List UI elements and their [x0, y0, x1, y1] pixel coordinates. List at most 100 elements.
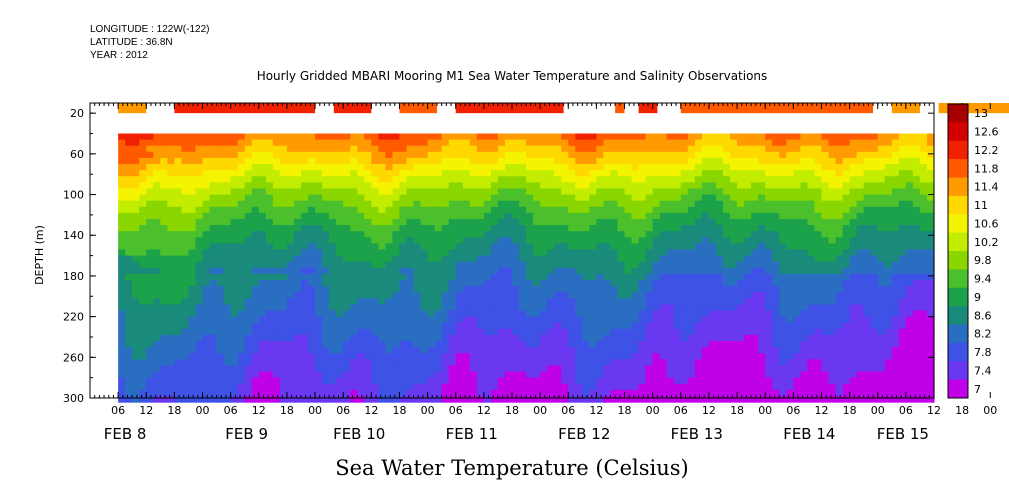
temp-cell: [680, 389, 689, 397]
temp-cell: [146, 353, 154, 360]
temp-cell: [357, 359, 365, 367]
temp-cell: [279, 341, 288, 348]
temp-cell: [575, 133, 583, 141]
temp-cell: [286, 292, 295, 299]
temp-cell: [751, 231, 759, 238]
temp-cell: [772, 341, 780, 348]
temp-cell: [399, 200, 408, 208]
temp-cell: [350, 182, 358, 190]
temp-cell: [779, 328, 787, 336]
temp-cell: [399, 157, 408, 165]
temp-cell: [406, 261, 415, 269]
temp-cell: [237, 316, 246, 324]
temp-cell: [526, 176, 534, 183]
temp-cell: [371, 389, 379, 397]
temp-cell: [905, 133, 914, 141]
temp-cell: [786, 212, 794, 220]
temp-cell: [230, 322, 239, 330]
temp-cell: [751, 237, 759, 244]
temp-cell: [216, 249, 225, 257]
temp-cell: [504, 139, 513, 147]
temp-cell: [723, 322, 731, 330]
temp-cell: [441, 164, 450, 171]
temp-cell: [293, 194, 302, 202]
temp-cell: [526, 377, 534, 385]
temp-cell: [350, 377, 358, 385]
temp-cell: [378, 304, 386, 312]
temp-cell: [427, 212, 436, 220]
temp-cell: [800, 139, 808, 147]
temp-cell: [441, 231, 450, 238]
temp-cell: [476, 341, 485, 348]
temp-cell: [350, 365, 358, 373]
temp-cell: [652, 151, 661, 159]
temp-cell: [146, 237, 154, 244]
temp-cell: [153, 164, 161, 171]
temp-cell: [434, 164, 443, 171]
temp-cell: [617, 280, 626, 287]
temp-cell: [385, 395, 394, 403]
temp-cell: [575, 389, 583, 397]
temp-cell: [638, 212, 647, 220]
temp-cell: [582, 212, 590, 220]
temp-cell: [842, 328, 851, 336]
temp-cell: [448, 286, 457, 293]
temp-cell: [413, 371, 422, 379]
temp-cell: [167, 273, 175, 281]
temp-cell: [188, 389, 197, 397]
temp-cell: [765, 341, 773, 348]
temp-cell: [329, 310, 337, 318]
temp-cell: [568, 151, 576, 159]
temp-cell: [884, 310, 893, 318]
temp-cell: [666, 145, 675, 153]
temp-cell: [118, 322, 126, 330]
temp-cell: [490, 286, 499, 293]
temp-cell: [322, 347, 330, 354]
temp-cell: [730, 231, 738, 238]
temp-cell: [497, 157, 506, 165]
temp-cell: [891, 395, 900, 403]
temp-cell: [153, 310, 161, 318]
temp-cell: [322, 353, 330, 360]
temp-cell: [139, 353, 147, 360]
temp-cell: [814, 164, 823, 171]
temp-cell: [329, 341, 337, 348]
temp-cell: [504, 145, 513, 153]
temp-cell: [870, 188, 879, 196]
temp-cell: [364, 328, 372, 336]
temp-cell: [286, 231, 295, 238]
temp-cell: [835, 371, 844, 379]
temp-cell: [603, 133, 612, 141]
temp-cell: [582, 341, 590, 348]
temp-cell: [272, 389, 281, 397]
temp-cell: [265, 164, 274, 171]
temp-cell: [434, 182, 443, 190]
temp-cell: [526, 316, 534, 324]
temp-cell: [842, 231, 851, 238]
temp-cell: [490, 377, 499, 385]
temp-cell: [181, 383, 190, 391]
temp-cell: [455, 359, 464, 367]
temp-cell: [687, 383, 696, 391]
temp-cell: [399, 310, 408, 318]
temp-cell: [385, 151, 394, 159]
temp-cell: [483, 316, 492, 324]
temp-cell: [863, 322, 872, 330]
temp-cell: [772, 164, 780, 171]
temp-cell: [357, 286, 365, 293]
temp-cell: [336, 389, 344, 397]
temp-cell: [441, 139, 450, 147]
temp-cell: [476, 347, 485, 354]
temp-cell: [216, 334, 225, 342]
temp-cell: [533, 151, 541, 159]
temp-cell: [378, 298, 386, 306]
temp-cell: [265, 182, 274, 190]
temp-cell: [589, 310, 597, 318]
temp-cell: [891, 328, 900, 336]
temp-cell: [272, 377, 281, 385]
temp-cell: [441, 316, 450, 324]
temp-cell: [603, 365, 612, 373]
temp-cell: [856, 316, 865, 324]
temp-cell: [497, 212, 506, 220]
temp-cell: [870, 395, 879, 403]
